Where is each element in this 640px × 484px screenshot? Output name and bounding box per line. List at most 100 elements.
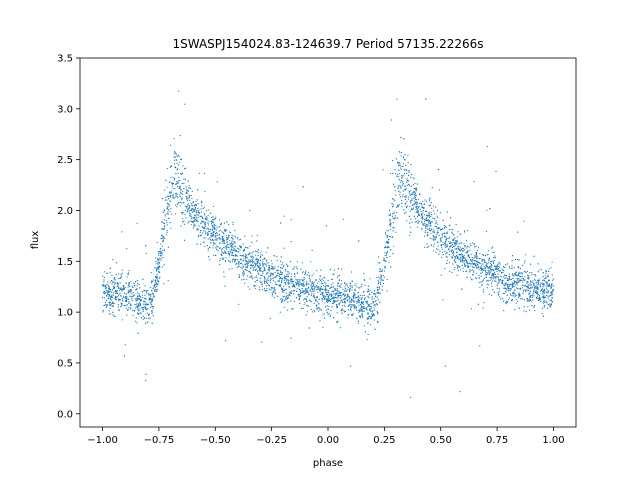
data-point: [244, 282, 246, 284]
data-point: [109, 303, 111, 305]
data-point: [531, 286, 534, 288]
data-point: [137, 297, 139, 299]
data-point: [487, 254, 489, 256]
data-point: [401, 176, 403, 178]
data-point: [318, 310, 320, 312]
data-point: [368, 305, 370, 307]
data-point: [488, 257, 490, 259]
data-point: [366, 291, 368, 293]
data-point: [326, 299, 328, 301]
data-point: [473, 243, 475, 245]
data-point: [381, 270, 383, 272]
data-point: [216, 248, 218, 250]
data-point: [255, 254, 257, 256]
data-point: [177, 185, 179, 187]
data-point: [299, 289, 301, 291]
data-point: [223, 232, 225, 234]
data-point: [222, 236, 224, 238]
data-point: [351, 271, 353, 273]
data-point: [259, 286, 261, 288]
data-point: [344, 306, 346, 308]
data-point: [281, 264, 283, 266]
data-point: [414, 198, 417, 200]
data-point: [313, 285, 315, 287]
data-point: [339, 295, 341, 297]
data-point: [505, 288, 508, 290]
data-point: [318, 303, 320, 305]
data-point: [162, 257, 164, 259]
data-point: [323, 317, 326, 319]
data-point: [395, 231, 397, 233]
data-point: [206, 245, 208, 247]
data-point: [326, 301, 328, 304]
data-point: [241, 279, 243, 281]
data-point: [317, 288, 319, 290]
data-point: [396, 98, 398, 100]
data-point: [157, 284, 159, 286]
data-point: [166, 231, 168, 233]
data-point: [136, 292, 138, 294]
data-point: [127, 286, 129, 288]
data-point: [381, 285, 384, 287]
data-point: [462, 261, 464, 263]
data-point: [161, 228, 163, 230]
data-point: [509, 267, 511, 269]
data-point: [295, 284, 297, 286]
data-point: [360, 303, 362, 306]
data-point: [111, 305, 113, 307]
data-point: [173, 156, 175, 158]
data-point: [529, 300, 531, 302]
data-point: [312, 290, 314, 292]
data-point: [349, 282, 351, 284]
data-point: [394, 217, 396, 219]
data-point: [209, 230, 211, 232]
data-point: [296, 272, 298, 274]
data-point: [119, 306, 122, 308]
data-point: [303, 281, 305, 283]
data-point: [134, 307, 137, 309]
data-point: [239, 254, 241, 256]
data-point: [523, 310, 525, 312]
data-point: [446, 259, 448, 261]
data-point: [466, 251, 468, 253]
data-point: [188, 212, 191, 214]
data-point: [272, 268, 274, 270]
data-point: [349, 289, 351, 292]
data-point: [529, 284, 531, 287]
data-point: [283, 281, 285, 283]
data-point: [164, 215, 166, 217]
data-point: [257, 259, 259, 261]
data-point: [506, 300, 508, 302]
data-point: [530, 281, 532, 283]
data-point: [274, 271, 276, 274]
data-point: [493, 265, 496, 267]
data-point: [349, 285, 351, 287]
data-point: [181, 172, 184, 174]
data-point: [439, 189, 441, 191]
data-point: [458, 245, 460, 247]
data-point: [361, 307, 363, 309]
data-point: [270, 260, 273, 262]
data-point: [308, 274, 310, 276]
data-point: [460, 261, 462, 263]
data-point: [515, 287, 518, 289]
data-point: [192, 210, 194, 212]
data-point: [388, 261, 390, 263]
data-point: [198, 234, 200, 236]
data-point: [234, 261, 236, 263]
data-point: [345, 290, 347, 292]
data-point: [154, 289, 156, 291]
data-point: [147, 313, 149, 315]
data-point: [138, 293, 140, 295]
data-point: [523, 262, 525, 264]
data-point: [192, 227, 194, 229]
data-point: [182, 218, 184, 220]
data-point: [549, 304, 551, 306]
data-point: [264, 277, 266, 280]
data-point: [159, 257, 161, 259]
data-point: [210, 242, 212, 244]
data-point: [545, 301, 547, 303]
data-point: [307, 292, 309, 294]
data-point: [541, 307, 544, 310]
data-point: [383, 257, 385, 259]
